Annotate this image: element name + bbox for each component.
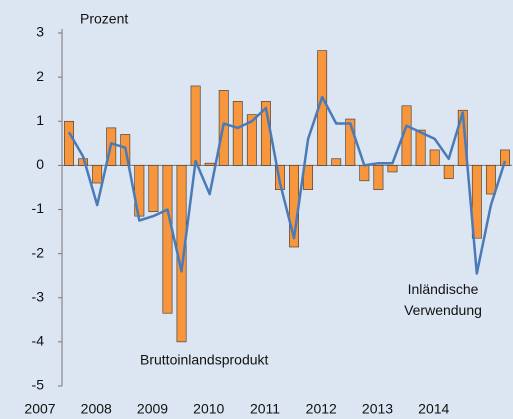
bar bbox=[204, 162, 215, 166]
series-label-line: Verwendung bbox=[404, 302, 482, 318]
bar bbox=[331, 158, 342, 166]
bar bbox=[471, 165, 482, 239]
bar bbox=[387, 165, 398, 173]
x-tick-label: 2013 bbox=[362, 401, 393, 417]
bar bbox=[429, 149, 440, 166]
y-tick-label: -5 bbox=[32, 377, 45, 393]
series-label: Inländische Verwendung bbox=[404, 281, 482, 318]
bar bbox=[359, 165, 370, 182]
x-tick-label: 2008 bbox=[81, 401, 112, 417]
y-tick-label: -2 bbox=[32, 244, 45, 260]
bar bbox=[485, 165, 496, 195]
bar bbox=[345, 118, 356, 166]
x-tick-label: 2014 bbox=[418, 401, 449, 417]
y-tick-label: 3 bbox=[36, 24, 44, 40]
bar bbox=[500, 149, 510, 166]
series-label: Bruttoinlandsprodukt bbox=[140, 352, 269, 368]
y-tick-label: -3 bbox=[32, 288, 45, 304]
y-tick-label: 2 bbox=[36, 68, 44, 84]
x-tick-label: 2012 bbox=[306, 401, 337, 417]
bar bbox=[232, 101, 243, 166]
bar bbox=[92, 165, 103, 184]
bar bbox=[148, 165, 159, 213]
y-tick-label: 0 bbox=[36, 156, 44, 172]
x-tick-label: 2010 bbox=[193, 401, 224, 417]
x-tick-label: 2007 bbox=[24, 401, 55, 417]
x-tick-label: 2011 bbox=[250, 401, 280, 417]
y-axis-label: Prozent bbox=[80, 11, 128, 27]
x-tick-label: 2009 bbox=[137, 401, 168, 417]
bar bbox=[162, 165, 173, 314]
bar bbox=[190, 85, 201, 166]
line bbox=[67, 95, 507, 275]
bar bbox=[246, 114, 257, 166]
bar bbox=[415, 129, 426, 166]
bar bbox=[443, 165, 454, 179]
y-tick-label: 1 bbox=[36, 112, 44, 128]
series-label-line: Inländische bbox=[408, 281, 479, 297]
bar bbox=[64, 120, 74, 166]
y-tick-label: -4 bbox=[32, 333, 45, 349]
bar bbox=[457, 109, 468, 166]
bar bbox=[373, 165, 384, 190]
y-tick-label: -1 bbox=[32, 200, 45, 216]
